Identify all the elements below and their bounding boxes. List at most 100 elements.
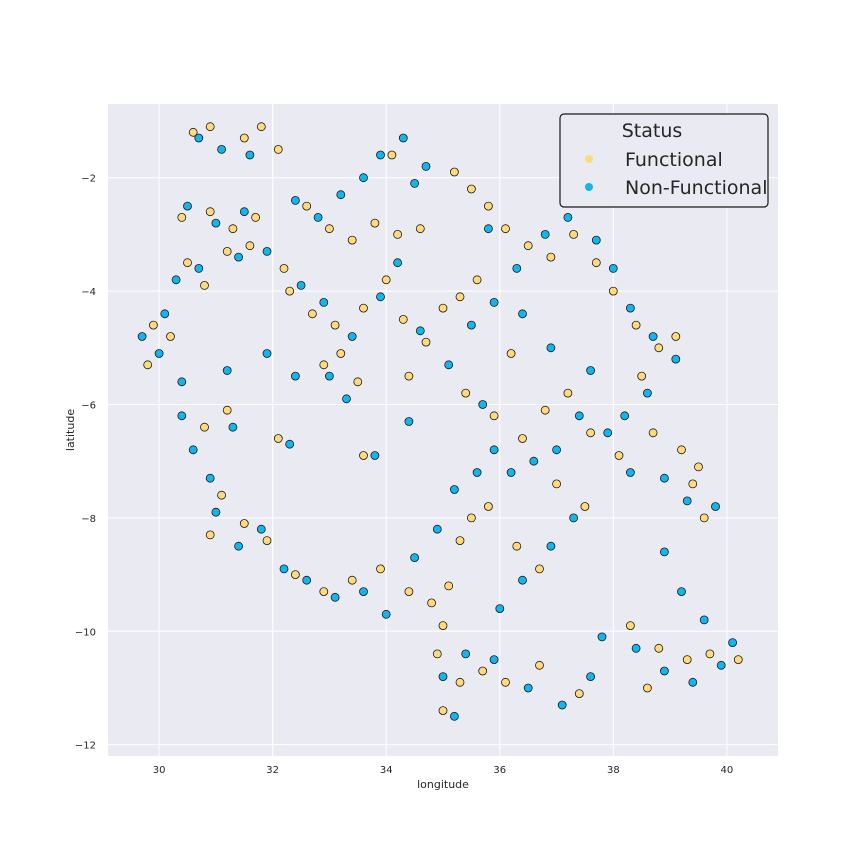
legend-title: Status [622,120,683,142]
point-functional [359,303,368,313]
y-tick-label: −2 [81,174,96,185]
point-non-functional [410,553,420,562]
point-functional [733,655,743,664]
point-functional [438,303,448,313]
point-non-functional [603,428,613,438]
point-functional [381,275,391,285]
point-functional [574,689,584,698]
point-functional [205,122,215,132]
point-functional [694,462,703,472]
point-functional [608,286,618,296]
point-functional [217,490,227,500]
point-functional [415,224,425,234]
point-functional [166,332,175,341]
point-non-functional [489,655,499,664]
point-functional [483,201,493,211]
point-non-functional [546,541,556,551]
point-non-functional [262,349,272,358]
point-functional [478,666,488,676]
point-functional [336,349,346,358]
point-functional [535,564,544,574]
point-non-functional [285,439,295,449]
point-functional [376,564,385,574]
point-functional [183,258,192,268]
y-axis-label: latitude [64,409,77,451]
point-non-functional [205,473,215,483]
point-non-functional [557,700,567,710]
point-functional [461,388,471,398]
point-functional [279,263,289,273]
point-functional [324,224,334,234]
legend-label-non-functional: Non-Functional [625,177,767,199]
point-non-functional [290,195,300,205]
point-non-functional [466,320,476,330]
point-functional [540,405,550,415]
point-non-functional [183,201,192,211]
y-tick-label: −4 [81,287,96,298]
point-non-functional [171,275,181,285]
point-non-functional [279,564,289,574]
point-functional [489,411,499,421]
point-non-functional [472,468,482,477]
point-functional [671,332,681,341]
point-functional [404,587,414,596]
point-functional [654,343,664,353]
legend-marker-non-functional [585,183,593,191]
legend-box [559,113,769,208]
point-functional [438,621,448,630]
point-functional [518,434,527,443]
point-non-functional [217,144,227,154]
point-non-functional [671,354,681,364]
point-functional [501,224,510,234]
point-functional [614,451,624,460]
point-functional [228,224,238,234]
point-functional [222,405,232,415]
point-non-functional [177,377,187,387]
legend: Status Functional Non-Functional [559,113,769,208]
x-tick-label: 38 [607,765,620,776]
point-non-functional [586,366,595,375]
point-non-functional [574,411,584,421]
point-non-functional [234,541,244,551]
point-non-functional [682,496,692,506]
point-functional [404,371,414,381]
point-functional [143,360,153,370]
point-non-functional [677,587,686,596]
point-non-functional [631,643,641,653]
point-functional [398,314,408,324]
point-non-functional [359,587,368,596]
point-non-functional [523,683,533,693]
point-functional [188,127,198,137]
point-functional [239,519,249,528]
point-functional [483,502,493,511]
point-functional [466,513,476,523]
point-functional [654,643,664,653]
y-tick-label: −8 [81,514,96,525]
plot-area [108,104,778,756]
point-functional [699,513,709,523]
point-non-functional [336,190,346,200]
point-functional [222,246,232,256]
point-non-functional [290,371,300,381]
point-non-functional [660,547,669,557]
point-functional [563,388,573,398]
point-non-functional [483,224,493,234]
point-functional [580,502,590,511]
x-tick-label: 32 [266,765,279,776]
point-non-functional [415,326,425,336]
point-non-functional [591,235,601,245]
point-non-functional [262,246,272,256]
point-functional [239,133,249,143]
x-tick-label: 30 [153,765,166,776]
point-non-functional [370,451,380,460]
point-functional [535,660,544,670]
point-non-functional [461,649,471,659]
point-functional [347,235,357,245]
point-non-functional [194,133,204,143]
point-functional [591,258,601,268]
point-functional [177,212,187,222]
point-functional [432,649,442,659]
point-non-functional [228,422,238,432]
point-functional [455,536,465,545]
